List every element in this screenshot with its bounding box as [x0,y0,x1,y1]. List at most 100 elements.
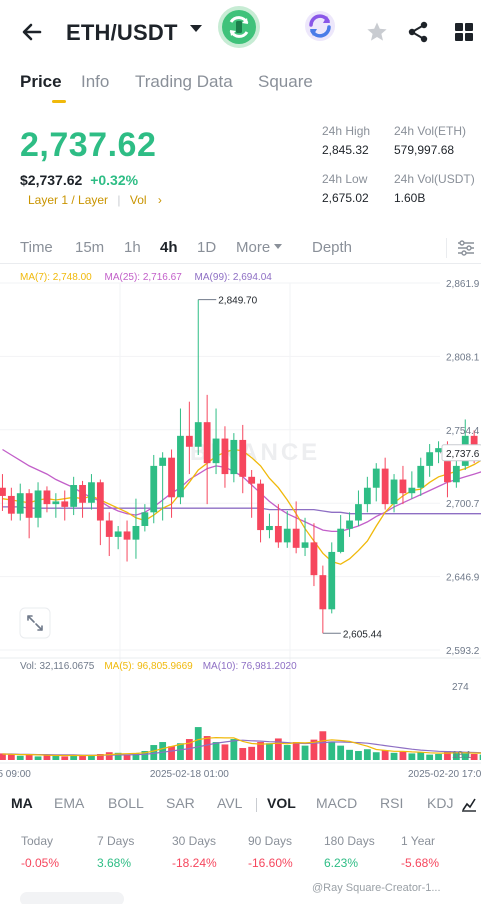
tag-category[interactable]: Layer 1 / Layer [28,193,109,207]
indicator-kdj[interactable]: KDJ [427,795,454,811]
price-chart[interactable]: BINANCE 2,861.9 2,808.1 2,754.4 2,700.7 2,64… [0,264,481,784]
volume-bar [461,753,469,760]
candle-body [123,531,131,540]
volume-bar [43,755,51,760]
ma7-label: MA(7): 2,748.00 [20,272,92,283]
indicator-avl[interactable]: AVL [217,795,243,811]
stat-24h-vol-eth: 24h Vol(ETH) 579,997.68 [394,124,466,157]
candle-body [328,551,336,610]
candle-body [221,438,229,475]
volume-bar [274,738,282,760]
last-price: 2,737.62 [20,126,157,164]
volume-bar [363,749,371,760]
tf-15m[interactable]: 15m [75,239,105,256]
volume-bar [150,745,158,760]
volume-bar [123,754,131,760]
indicator-vol[interactable]: VOL [267,795,296,811]
volume-bar [381,750,389,760]
indicator-sar[interactable]: SAR [166,795,195,811]
volume-labels: Vol: 32,116.0675 MA(5): 96,805.9669 MA(10)… [20,661,472,761]
volume-bar [0,753,6,760]
candle-body [248,476,256,484]
tf-more[interactable]: More [236,239,283,256]
candle-body [168,457,175,498]
token-tags: Layer 1 / Layer | Vol › [28,193,162,207]
volume-summary: Vol: 32,116.0675 [20,661,95,672]
indicator-ma[interactable]: MA [11,795,33,811]
volume-bar [372,752,380,760]
volume-legend: Vol: 32,116.0675 MA(5): 96,805.9669 MA(10)… [20,661,297,672]
tf-4h[interactable]: 4h [160,239,178,256]
stat-value: 2,845.32 [322,143,369,157]
perf-30-days: 30 Days -18.24% [172,834,217,870]
x-axis-label: 2025-02-20 17:00 [408,769,481,780]
volume-bar [470,754,478,760]
indicator-rsi[interactable]: RSI [380,795,404,811]
tab-square[interactable]: Square [258,72,313,91]
volume-bar [230,739,238,760]
share-icon[interactable] [406,20,430,44]
indicator-macd[interactable]: MACD [316,795,358,811]
tag-vol[interactable]: Vol [129,193,147,207]
volume-bar [16,755,24,760]
candle-body [470,435,478,450]
fullscreen-icon[interactable] [19,607,51,639]
tab-price[interactable]: Price [20,72,62,91]
creator-watermark: @Ray Square-Creator-1... [312,882,441,894]
grid-icon[interactable] [452,20,476,44]
perf-label: 1 Year [401,834,436,848]
pair-title[interactable]: ETH/USDT [66,20,178,45]
volume-bar [283,745,291,760]
volume-bar [141,751,149,760]
tab-info[interactable]: Info [81,72,110,91]
indicator-boll[interactable]: BOLL [108,795,144,811]
volume-ma-lines [2,736,481,757]
perf-label: Today [21,834,54,848]
candle-body [444,448,451,483]
dropdown-caret-icon[interactable] [190,25,202,32]
perf-value: -16.60% [248,856,293,870]
price-change: +0.32% [90,172,139,188]
chart-settings-icon[interactable] [457,240,475,256]
tf-divider [446,238,447,258]
tf-depth[interactable]: Depth [312,239,353,256]
volume-bar [337,745,345,760]
perf-value: 3.68% [97,856,132,870]
volume-bar [390,752,398,760]
perf-1-year: 1 Year -5.68% [401,834,439,870]
candle-body [452,465,460,483]
chart-grid [0,282,481,764]
y-axis-label: 2,808.1 [446,352,480,363]
tf-time[interactable]: Time [20,239,53,256]
candle-body [203,422,211,464]
stat-label: 24h Vol(USDT) [394,172,475,186]
y-axis-label: 2,861.9 [446,279,480,290]
last-price-tag-text: 2,737.6 [446,449,480,460]
tf-1d[interactable]: 1D [197,239,217,256]
performance-row: Today -0.05% 7 Days 3.68% 30 Days -18.24… [0,830,481,880]
x-axis-labels: 15 09:00 2025-02-18 01:00 2025-02-20 17:00 [0,769,481,780]
volume-bar [105,752,113,760]
stat-value: 1.60B [394,191,426,205]
volume-bar [257,742,264,760]
volume-bar [168,746,175,760]
volume-bar [34,756,42,760]
sync-icon[interactable] [302,8,338,44]
perf-value: -5.68% [401,856,440,870]
star-icon[interactable] [365,20,389,44]
back-arrow-icon[interactable] [18,18,46,46]
tf-more-label: More [236,239,271,256]
app-shortcut-icon[interactable] [218,6,260,48]
indicator-ema[interactable]: EMA [54,795,85,811]
volume-bar [292,742,300,760]
tab-trading-data[interactable]: Trading Data [135,72,233,91]
volume-ma10-label: MA(10): 76,981.2020 [203,661,297,672]
tag-arrow-icon[interactable]: › [157,193,162,207]
candle-body [212,438,220,464]
candle-body [301,542,309,548]
tf-1h[interactable]: 1h [124,239,141,256]
indicator-settings-icon[interactable] [461,796,477,812]
axis-labels: 2,861.9 2,808.1 2,754.4 2,700.7 2,646.9 2,593… [198,279,481,657]
candle-body [96,482,104,521]
indicator-divider [256,798,257,812]
